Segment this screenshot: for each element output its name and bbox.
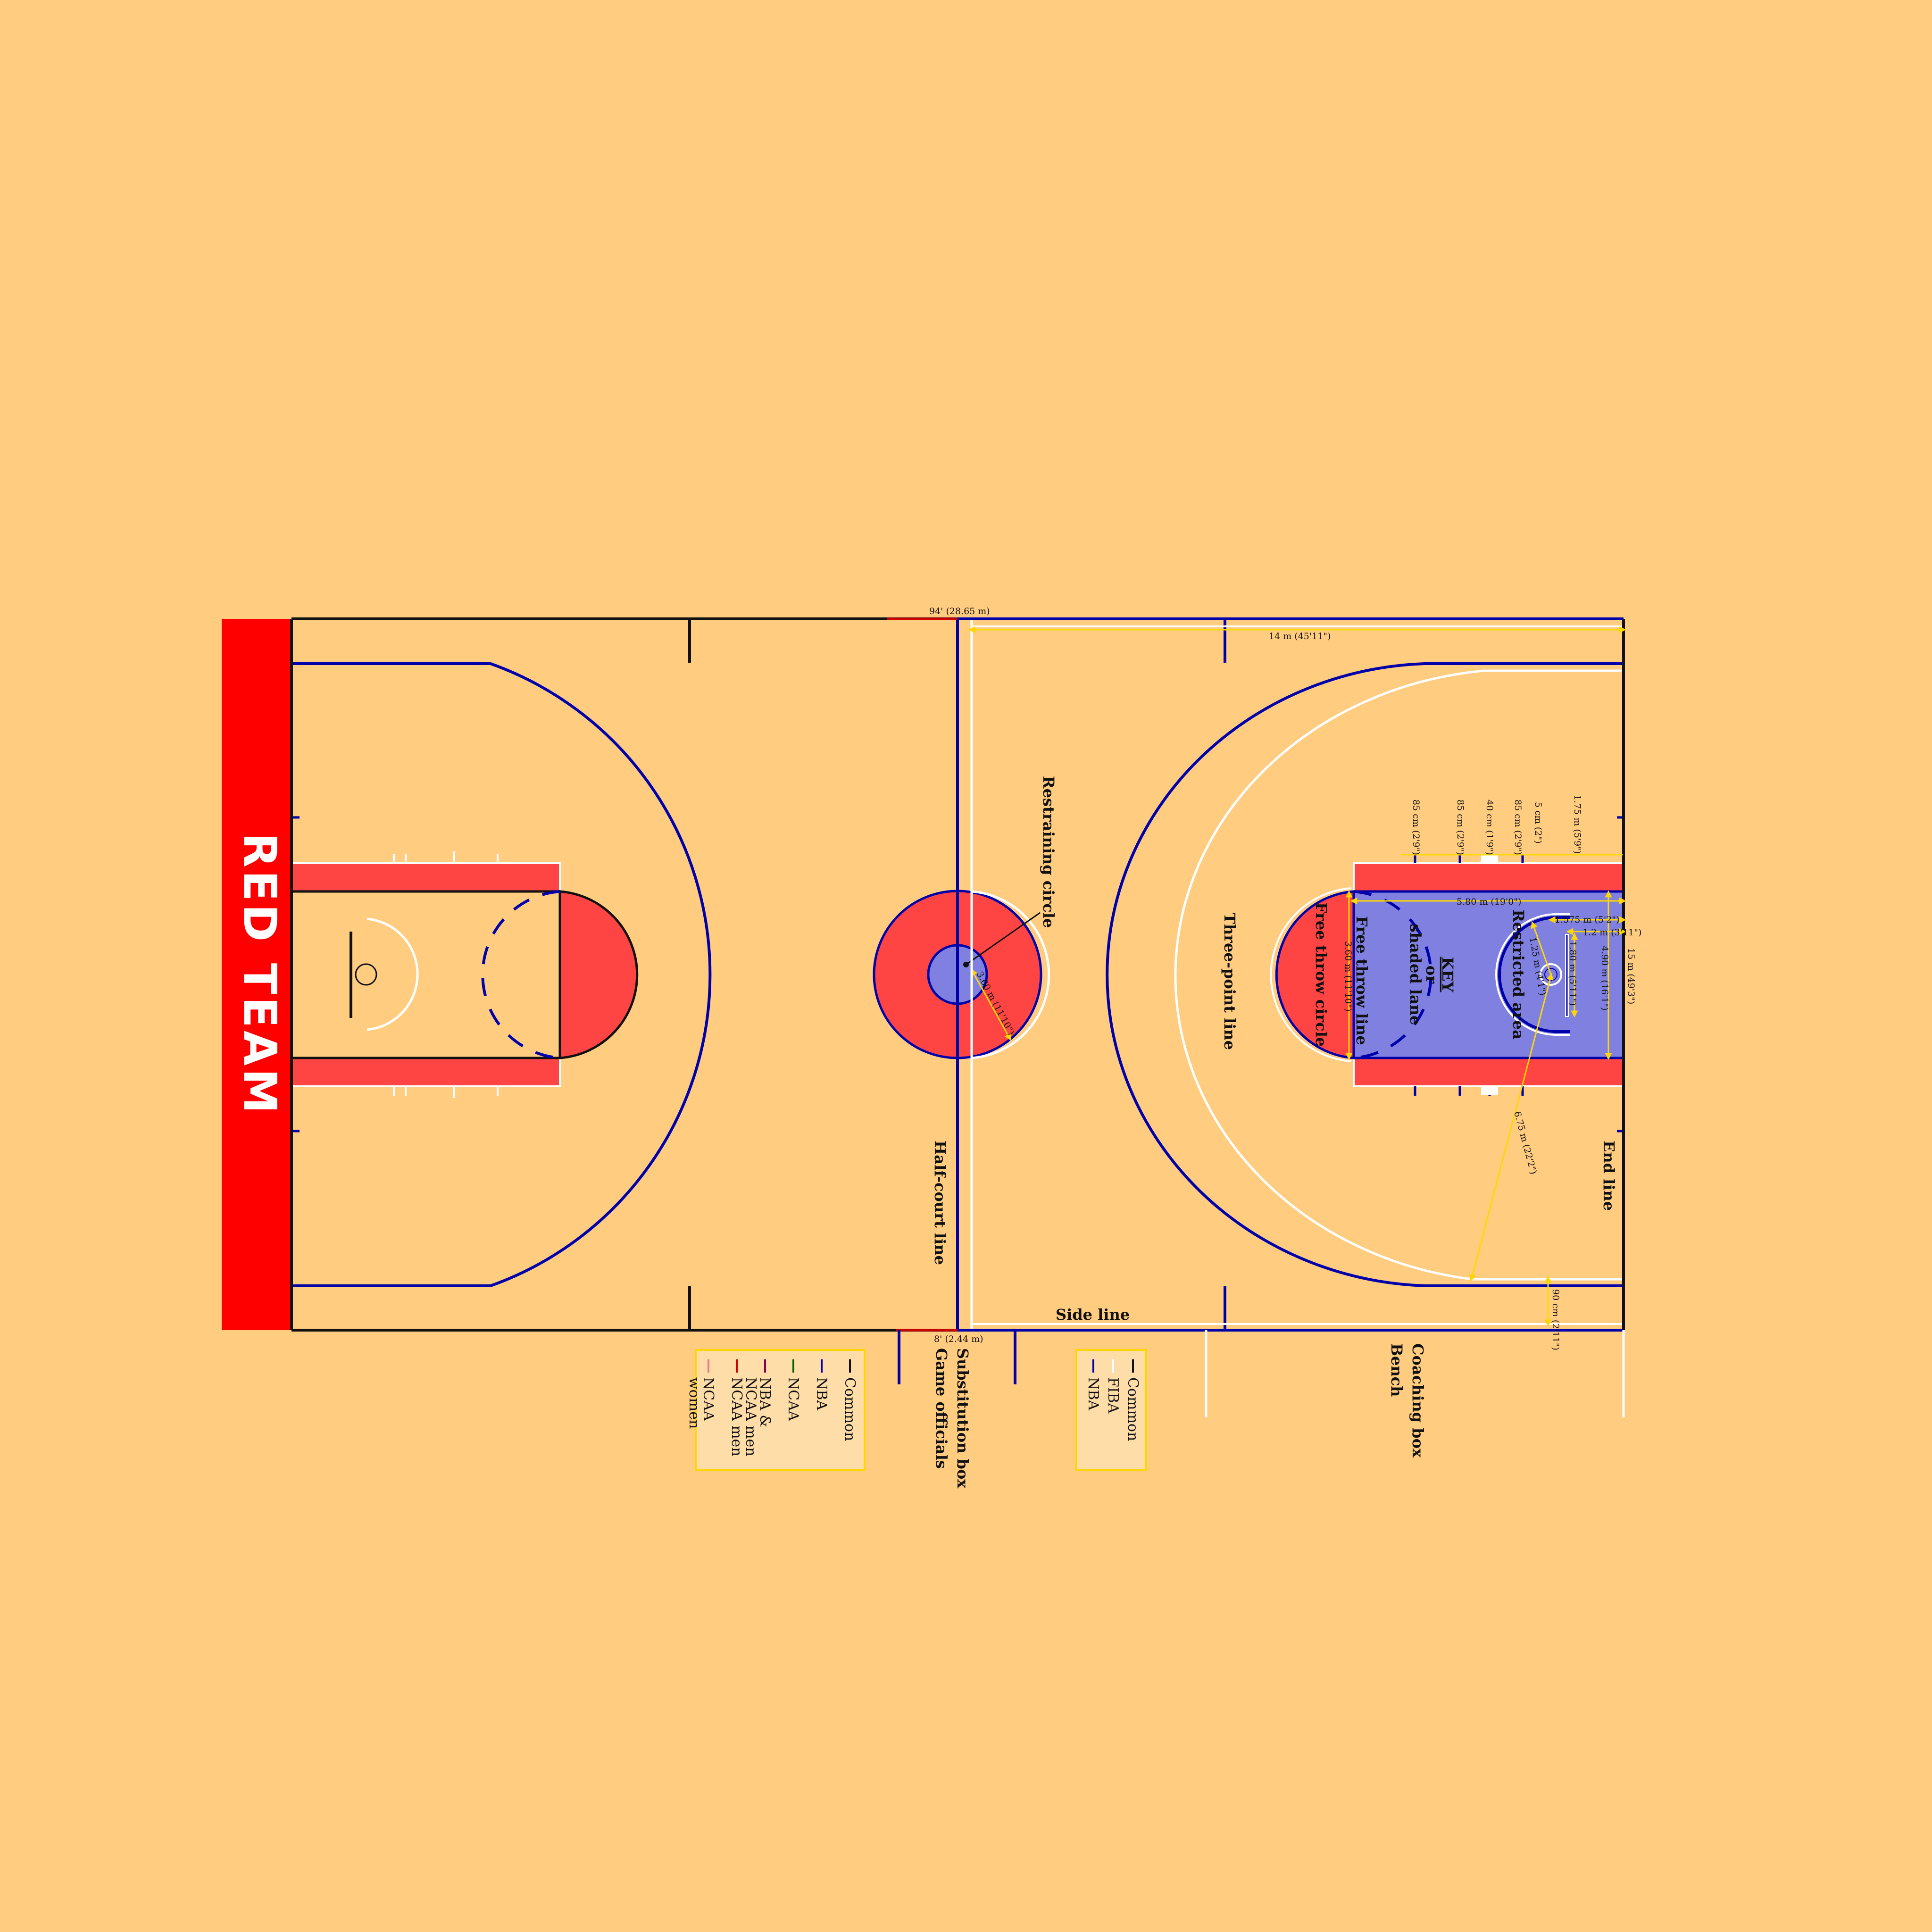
left-rim bbox=[356, 964, 376, 985]
left-restricted-arc bbox=[367, 919, 417, 1030]
legend-item-label: NBA bbox=[1085, 1377, 1101, 1410]
left-lane-strip-bottom bbox=[291, 1058, 560, 1086]
legend-item-label: NCAA men bbox=[728, 1377, 745, 1457]
dim-three-point-corner: 90 cm (2'11") bbox=[1550, 1289, 1561, 1350]
label-shaded-lane: shaded lane bbox=[1407, 924, 1424, 1025]
label-key-or: or bbox=[1423, 966, 1441, 984]
left-half bbox=[291, 619, 710, 1330]
dim-three-point-radius: 6.75 m (22'2") bbox=[1512, 1110, 1539, 1175]
bench-area-lines bbox=[899, 1330, 1624, 1417]
left-lane-strip-top bbox=[291, 863, 560, 891]
dim-lane-mark-1: 85 cm (2'9") bbox=[1411, 799, 1421, 855]
dim-lane-mark-4: 85 cm (2'9") bbox=[1513, 799, 1523, 855]
label-restraining-circle: Restraining circle bbox=[1040, 776, 1058, 928]
left-free-throw-dashed-arc bbox=[483, 891, 560, 1058]
center: 3.60 m (11'10") bbox=[874, 619, 1049, 1330]
right-lane-strip-bottom bbox=[1354, 1058, 1624, 1086]
dim-court-length: 94' (28.65 m) bbox=[929, 606, 990, 616]
dim-half-length: 14 m (45'11") bbox=[1269, 631, 1331, 641]
dim-circle-diameter: 3.60 m (11'10") bbox=[1343, 941, 1353, 1012]
label-game-officials: Game officials bbox=[933, 1348, 950, 1469]
left-key bbox=[291, 891, 560, 1058]
right-lane-block-top bbox=[1481, 855, 1498, 863]
label-half-court-line: Half-court line bbox=[931, 1141, 949, 1265]
right-lane-strip-top bbox=[1354, 863, 1624, 891]
legend-item-label: NBA bbox=[813, 1377, 830, 1410]
dim-lane-mark-5: 5 cm (2") bbox=[1533, 802, 1543, 843]
dim-backboard-distance: 1.575 m (5'2") bbox=[1555, 915, 1619, 925]
legend-item-label: Common bbox=[1124, 1377, 1141, 1441]
dim-lane-mark-2: 85 cm (2'9") bbox=[1455, 799, 1466, 855]
label-bench: Bench bbox=[1388, 1343, 1406, 1397]
left-free-throw-semicircle bbox=[560, 891, 637, 1058]
dim-backboard-offset: 1.2 m (3'11") bbox=[1582, 927, 1641, 938]
label-three-point-line: Three-point line bbox=[1221, 913, 1239, 1050]
legend-item-label: Common bbox=[841, 1377, 858, 1441]
legend-item-label: FIBA bbox=[1105, 1377, 1121, 1414]
dim-substitution-width: 8' (2.44 m) bbox=[934, 1334, 983, 1344]
dim-lane-width: 4.90 m (16'1") bbox=[1599, 946, 1610, 1010]
right-lane-block-bottom bbox=[1481, 1086, 1498, 1095]
label-restricted-area: Restricted area bbox=[1509, 909, 1527, 1040]
dim-court-width: 15 m (49'3") bbox=[1626, 948, 1636, 1004]
label-end-line: End line bbox=[1600, 1141, 1618, 1211]
dim-lane-mark-3: 40 cm (1'9") bbox=[1484, 799, 1495, 855]
label-free-throw-line: Free throw line bbox=[1353, 916, 1371, 1045]
dim-lane-mark-6: 1.75 m (5'9") bbox=[1572, 795, 1582, 854]
legend-item-label: NCAA bbox=[785, 1377, 801, 1421]
label-free-throw-circle: Free throw circle bbox=[1312, 902, 1330, 1047]
dim-backboard-width: 1.80 m (5'11") bbox=[1567, 941, 1578, 1006]
team-label: RED TEAM bbox=[233, 833, 286, 1116]
dim-free-throw-distance: 5.80 m (19'0") bbox=[1457, 897, 1521, 907]
left-three-point-line bbox=[291, 664, 710, 1286]
label-substitution-box: Substitution box bbox=[954, 1348, 972, 1489]
label-key: KEY bbox=[1439, 957, 1457, 992]
label-coaching-box: Coaching box bbox=[1409, 1343, 1427, 1458]
label-side-line: Side line bbox=[1056, 1306, 1130, 1324]
